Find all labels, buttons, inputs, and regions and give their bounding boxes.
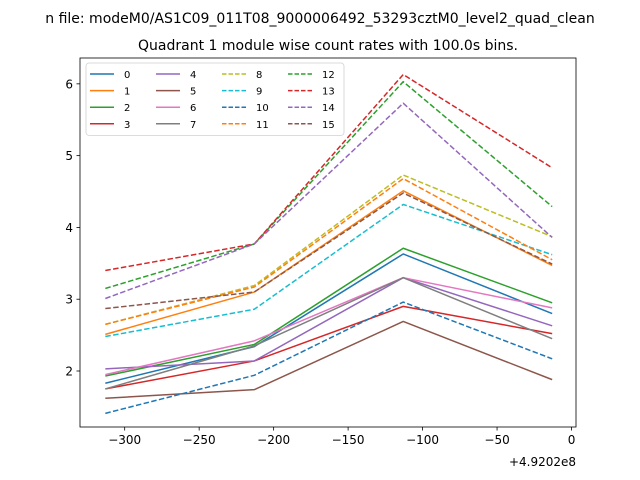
x-tick-label: −150: [332, 433, 365, 447]
series-line-12: [105, 80, 553, 290]
y-tick-label: 4: [65, 221, 73, 235]
plot-area: −300 −250 −200 −150 −100 −50 0 2 3 4 5 6 +4.9202e8: [65, 57, 577, 469]
series-line-15: [105, 192, 553, 310]
series-line-9: [105, 203, 553, 338]
legend-label-10: 10: [256, 103, 269, 114]
plot-frame: [79, 57, 577, 428]
x-tick-label: −250: [183, 433, 216, 447]
legend-label-8: 8: [256, 70, 262, 81]
legend-label-9: 9: [256, 87, 262, 98]
x-tick-label: −300: [108, 433, 141, 447]
series-line-11: [105, 177, 553, 326]
legend-label-3: 3: [124, 120, 130, 131]
x-tick-label: −200: [257, 433, 290, 447]
legend-label-4: 4: [190, 70, 196, 81]
y-tick-label: 3: [65, 293, 73, 307]
legend-label-1: 1: [124, 87, 130, 98]
series-line-2: [105, 247, 553, 377]
series-line-5: [105, 320, 553, 400]
x-tick-label: 0: [568, 433, 576, 447]
x-offset-label: +4.9202e8: [509, 455, 576, 469]
series-line-4: [105, 276, 553, 370]
x-axis: −300 −250 −200 −150 −100 −50 0: [108, 427, 575, 447]
series-layer: [105, 73, 553, 415]
legend-label-15: 15: [322, 120, 335, 131]
series-line-10: [105, 301, 553, 415]
series-line-3: [105, 305, 553, 390]
series-line-13: [105, 73, 553, 272]
chart-suptitle: n file: modeM0/AS1C09_011T08_9000006492_…: [45, 11, 594, 27]
legend-label-7: 7: [190, 120, 196, 131]
legend-label-5: 5: [190, 87, 196, 98]
legend-label-14: 14: [322, 103, 335, 114]
legend-label-6: 6: [190, 103, 196, 114]
x-tick-label: −50: [484, 433, 509, 447]
series-line-6: [105, 276, 553, 376]
y-tick-label: 2: [65, 365, 73, 379]
y-tick-label: 6: [65, 77, 73, 91]
legend-label-0: 0: [124, 70, 130, 81]
y-axis: 2 3 4 5 6: [65, 77, 80, 379]
series-line-8: [105, 174, 553, 326]
x-tick-label: −100: [406, 433, 439, 447]
legend-box: [85, 62, 345, 136]
legend-label-11: 11: [256, 120, 269, 131]
y-tick-label: 5: [65, 149, 73, 163]
legend-label-12: 12: [322, 70, 335, 81]
chart-title: Quadrant 1 module wise count rates with …: [138, 38, 518, 54]
legend-label-2: 2: [124, 103, 130, 114]
legend-label-13: 13: [322, 87, 335, 98]
series-line-7: [105, 276, 553, 390]
series-line-14: [105, 102, 553, 300]
